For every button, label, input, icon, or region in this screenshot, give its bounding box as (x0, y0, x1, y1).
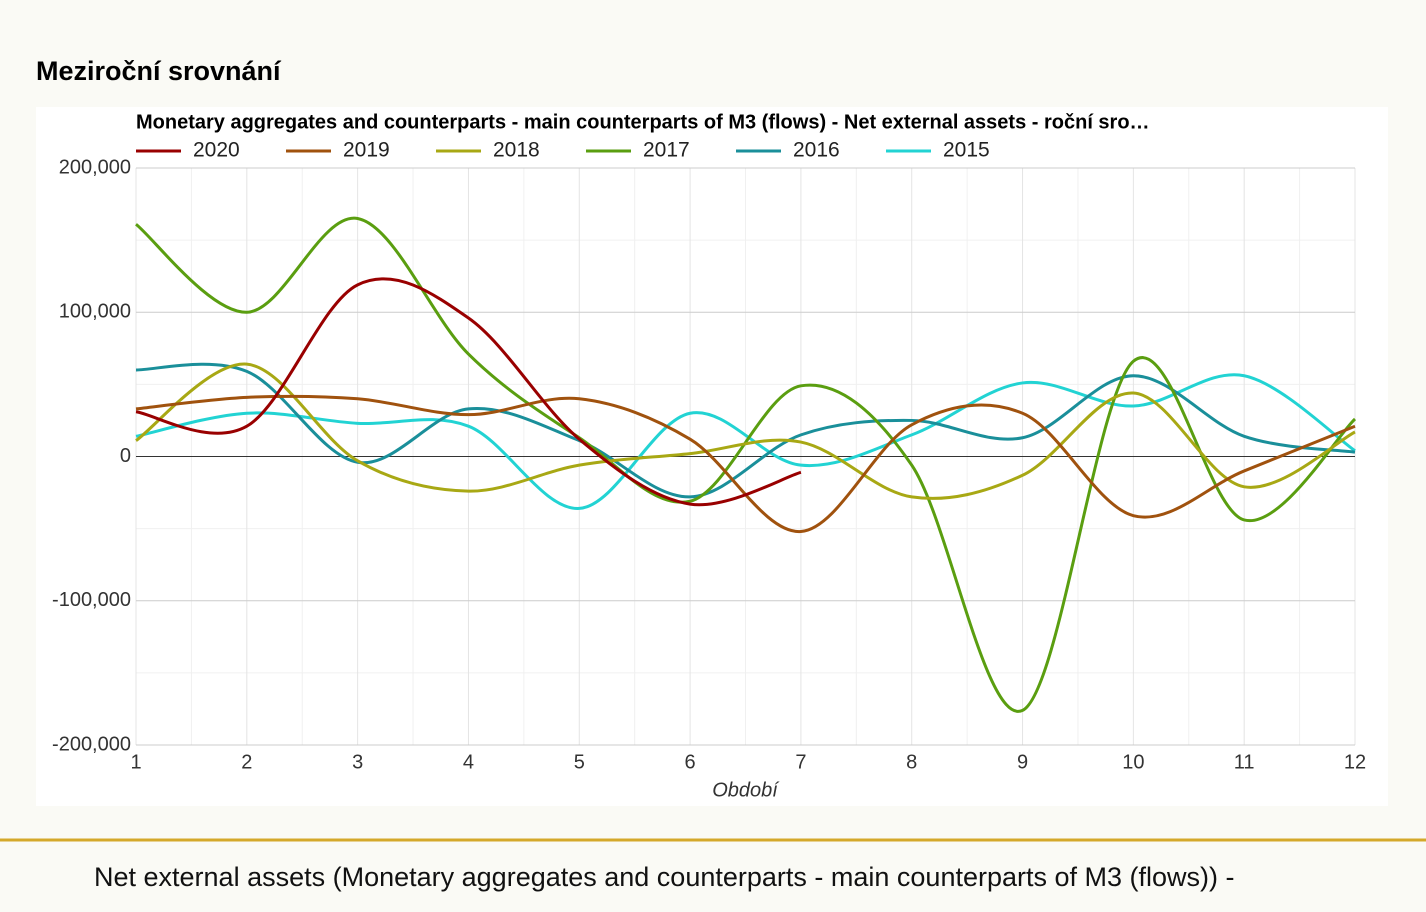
legend-label: 2017 (643, 139, 690, 162)
x-tick-label: 8 (906, 751, 917, 773)
chart-title: Monetary aggregates and counterparts - m… (136, 111, 1150, 133)
series-line (135, 362, 1356, 499)
y-tick-label: -200,000 (52, 733, 131, 755)
series-line (135, 373, 1356, 510)
series-line (135, 216, 1357, 713)
series-line (135, 394, 1356, 534)
legend-label: 2016 (793, 139, 840, 162)
y-tick-label: 0 (120, 445, 131, 467)
x-tick-label: 9 (1017, 751, 1028, 773)
x-tick-label: 5 (574, 751, 585, 773)
legend-label: 2018 (493, 139, 540, 162)
series-line (135, 362, 1356, 500)
x-tick-label: 12 (1344, 751, 1366, 773)
x-tick-label: 6 (685, 751, 696, 773)
x-tick-label: 11 (1234, 751, 1255, 773)
page-title: Meziroční srovnání (36, 56, 282, 86)
x-axis-label: Období (712, 779, 780, 801)
x-tick-label: 2 (241, 751, 252, 773)
x-tick-label: 4 (463, 751, 474, 773)
footer-text: Net external assets (Monetary aggregates… (94, 862, 1235, 892)
x-tick-label: 10 (1122, 751, 1144, 773)
legend-label: 2020 (193, 139, 240, 162)
x-tick-label: 7 (795, 751, 806, 773)
y-tick-label: 100,000 (59, 301, 131, 323)
legend-label: 2019 (343, 139, 390, 162)
series-line (135, 277, 802, 507)
y-tick-label: -100,000 (52, 589, 131, 611)
y-tick-label: 200,000 (59, 156, 131, 178)
x-tick-label: 3 (352, 751, 363, 773)
legend-label: 2015 (943, 139, 990, 162)
x-tick-label: 1 (130, 751, 141, 773)
